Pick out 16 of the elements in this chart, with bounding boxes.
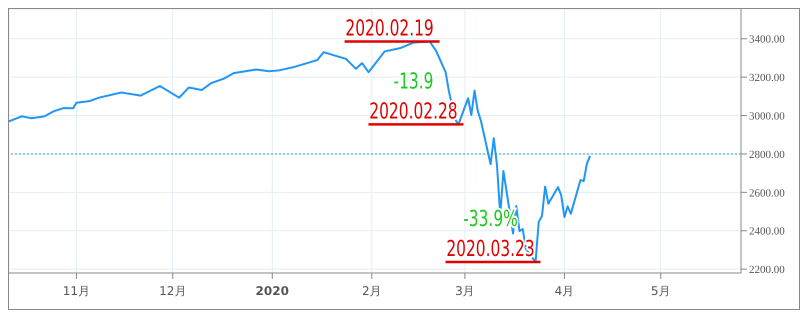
y-tick-label: 3200.00 (749, 72, 786, 84)
x-tick-label: 5月 (650, 284, 671, 298)
y-tick-label: 2800.00 (749, 148, 786, 161)
y-tick-label: 2600.00 (749, 187, 786, 200)
y-tick-label: 2400.00 (749, 226, 786, 238)
y-tick-label: 3400.00 (749, 34, 786, 46)
annotation: 2020.02.19 (345, 15, 434, 42)
y-tick-label: 2200.00 (749, 264, 786, 276)
x-tick-label: 12月 (159, 284, 186, 298)
y-tick-label: 3000.00 (749, 110, 786, 122)
x-tick-label: 2020 (256, 284, 289, 298)
x-tick-label: 4月 (554, 284, 574, 298)
x-tick-label: 11月 (62, 284, 90, 298)
x-tick-label: 2月 (362, 284, 382, 298)
x-tick-label: 3月 (455, 284, 475, 298)
annotation: -13.9 (394, 68, 434, 94)
